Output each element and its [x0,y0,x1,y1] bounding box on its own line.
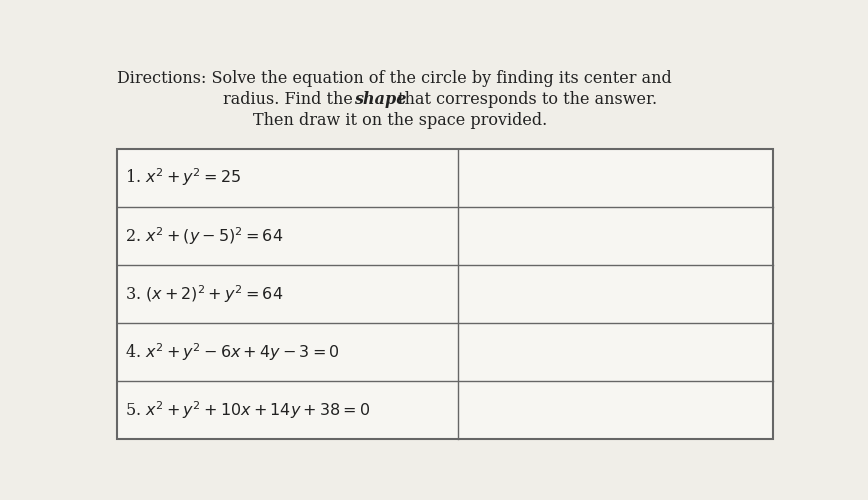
Text: that corresponds to the answer.: that corresponds to the answer. [393,91,657,108]
Text: 5. $x^2 + y^2 + 10x + 14y + 38 = 0$: 5. $x^2 + y^2 + 10x + 14y + 38 = 0$ [125,400,370,421]
Text: 1. $x^2 + y^2 = 25$: 1. $x^2 + y^2 = 25$ [125,167,240,188]
FancyBboxPatch shape [116,148,773,439]
Text: shape: shape [354,91,407,108]
Text: Then draw it on the space provided.: Then draw it on the space provided. [253,112,548,129]
Text: 2. $x^2 + (y - 5)^2 = 64$: 2. $x^2 + (y - 5)^2 = 64$ [125,225,283,246]
Text: 4. $x^2 + y^2 - 6x + 4y - 3 = 0$: 4. $x^2 + y^2 - 6x + 4y - 3 = 0$ [125,341,339,363]
Text: 3. $(x + 2)^2 + y^2 = 64$: 3. $(x + 2)^2 + y^2 = 64$ [125,283,283,304]
Text: Directions: Solve the equation of the circle by finding its center and: Directions: Solve the equation of the ci… [116,70,671,86]
Text: radius. Find the: radius. Find the [223,91,358,108]
